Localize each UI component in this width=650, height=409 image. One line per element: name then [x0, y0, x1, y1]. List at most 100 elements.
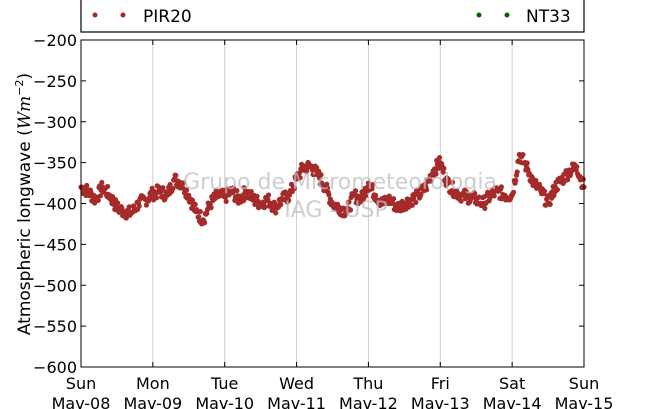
data-point: [318, 172, 324, 178]
legend-label-nt33: NT33: [526, 7, 571, 27]
legend-marker-pir20-b: [120, 12, 126, 18]
data-point: [413, 199, 419, 206]
data-point: [99, 179, 105, 186]
data-point: [525, 166, 531, 173]
data-point: [173, 172, 179, 178]
data-point: [170, 185, 176, 192]
data-points: [78, 151, 587, 227]
data-point: [297, 175, 303, 181]
data-point: [409, 202, 415, 208]
data-point: [149, 185, 155, 191]
x-tick-label-date: Mav-15: [555, 394, 614, 409]
data-point: [115, 200, 121, 206]
data-point: [373, 192, 379, 198]
data-point: [554, 187, 561, 193]
data-point: [541, 188, 548, 194]
x-tick-label-date: Mav-12: [339, 394, 398, 409]
data-point: [234, 187, 240, 194]
data-point: [123, 215, 129, 221]
data-point: [415, 187, 421, 193]
data-point: [291, 185, 298, 191]
data-point: [95, 197, 101, 203]
data-point: [286, 197, 292, 204]
data-point: [390, 196, 397, 202]
data-point: [326, 192, 332, 198]
data-point: [126, 204, 132, 210]
data-point: [433, 171, 439, 177]
data-point: [184, 187, 190, 193]
data-point: [278, 201, 284, 208]
data-point: [262, 204, 268, 210]
data-point: [370, 182, 376, 188]
watermark-line1: Grupo de Micrometeorologia: [183, 170, 497, 195]
data-point: [265, 192, 272, 198]
data-point: [197, 208, 203, 215]
data-point: [352, 188, 359, 194]
y-tick-label: −400: [33, 195, 77, 214]
x-tick-label: Sun: [66, 374, 96, 393]
y-tick-label: −450: [33, 235, 77, 254]
data-point: [482, 205, 488, 211]
x-tick-label: Sat: [499, 374, 525, 393]
data-point: [547, 201, 553, 207]
data-point: [513, 177, 519, 184]
data-point: [286, 192, 292, 198]
x-tick-label: Fri: [431, 374, 450, 393]
data-point: [201, 220, 208, 226]
y-axis-label: Atmospheric longwave (Wm−2): [13, 73, 35, 335]
data-point: [153, 195, 160, 201]
x-tick-label: Wed: [279, 374, 314, 393]
data-point: [436, 154, 443, 161]
legend-marker-nt33-b: [504, 12, 510, 18]
data-point: [418, 191, 424, 197]
legend: PIR20 NT33: [80, 0, 585, 33]
data-point: [362, 193, 369, 199]
data-point: [498, 184, 504, 190]
data-point: [346, 199, 352, 205]
data-point: [248, 189, 254, 195]
data-point: [97, 193, 104, 199]
data-point: [510, 189, 517, 195]
legend-marker-nt33-a: [476, 12, 482, 18]
data-point: [347, 207, 354, 213]
y-tick-label: −300: [33, 113, 77, 132]
data-point: [208, 205, 214, 211]
data-point: [441, 165, 447, 171]
data-point: [369, 186, 375, 192]
y-tick-label: −350: [33, 154, 77, 173]
watermark-line2: IAG - USP: [284, 198, 387, 223]
data-point: [254, 193, 260, 199]
data-point: [574, 164, 580, 170]
data-point: [458, 198, 464, 204]
y-tick-label: −250: [33, 72, 77, 91]
data-point: [223, 198, 229, 204]
data-point: [84, 182, 90, 189]
x-axis: SunMav-08MonMav-09TueMav-10WedMav-11ThuM…: [52, 40, 614, 409]
data-point: [167, 181, 173, 188]
data-point: [424, 187, 430, 193]
data-point: [491, 193, 497, 199]
data-point: [449, 179, 456, 185]
data-point: [514, 169, 520, 175]
y-axis: −200 −250 −300 −350 −400 −450 −500 −550 −600: [33, 31, 584, 377]
x-tick-label-date: Mav-11: [267, 394, 326, 409]
x-tick-label: Thu: [352, 374, 383, 393]
y-tick-label: −500: [33, 276, 77, 295]
data-point: [143, 202, 149, 208]
data-point: [196, 214, 202, 220]
legend-label-pir20: PIR20: [143, 7, 192, 27]
data-point: [181, 180, 187, 186]
x-tick-label-date: Mav-13: [411, 394, 470, 409]
x-tick-label-date: Mav-09: [123, 394, 182, 409]
data-point: [192, 201, 198, 208]
legend-marker-pir20-a: [92, 12, 98, 18]
x-tick-label-date: Mav-10: [195, 394, 254, 409]
x-tick-label: Tue: [210, 374, 238, 393]
x-tick-label-date: Mav-08: [52, 394, 111, 409]
x-tick-label-date: Mav-14: [483, 394, 542, 409]
y-tick-label: −550: [33, 317, 77, 336]
data-point: [104, 183, 111, 190]
x-tick-label: Mon: [136, 374, 170, 393]
data-point: [273, 210, 279, 216]
